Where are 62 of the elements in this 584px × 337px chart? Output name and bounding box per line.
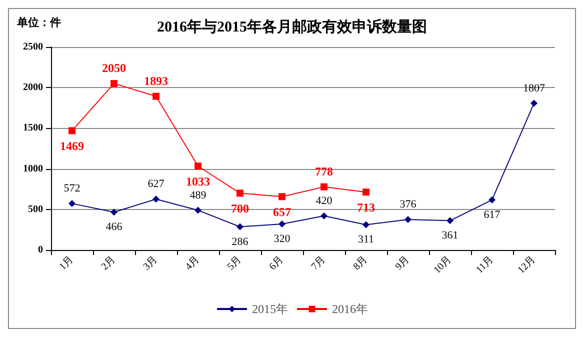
x-tick-label: 6月: [268, 254, 286, 272]
point: [152, 92, 160, 100]
legend-label: 2016年: [332, 302, 368, 316]
x-tick-label: 7月: [310, 254, 328, 272]
y-tick-label: 1000: [23, 163, 43, 174]
data-label: 320: [274, 233, 291, 246]
point: [278, 220, 286, 228]
point: [320, 183, 328, 190]
point: [362, 221, 370, 228]
x-tick-label: 12月: [516, 254, 538, 276]
point: [194, 206, 202, 214]
data-label: 617: [484, 208, 501, 221]
point: [404, 216, 412, 223]
point: [110, 208, 118, 216]
data-label: 1033: [186, 174, 210, 189]
point: [362, 188, 370, 196]
y-tick-label: 1500: [23, 122, 43, 134]
data-label: 286: [232, 236, 249, 248]
data-label: 466: [106, 221, 123, 234]
point: [278, 193, 286, 200]
point: [488, 196, 496, 204]
point: [68, 200, 76, 208]
x-tick-label: 8月: [352, 254, 370, 272]
point: [236, 223, 244, 230]
legend-label: 2015年: [252, 302, 288, 316]
data-label: 311: [358, 234, 374, 246]
text: 单位：件: [16, 16, 61, 29]
data-label: 1893: [144, 74, 168, 88]
x-tick-label: 2月: [100, 254, 118, 272]
x-tick-label: 9月: [394, 254, 412, 272]
point: [320, 212, 328, 220]
y-tick-label: 2500: [23, 42, 43, 52]
data-label: 713: [357, 200, 375, 215]
x-tick-label: 10月: [432, 254, 454, 276]
point: [194, 162, 202, 170]
data-label: 627: [148, 178, 165, 190]
point: [110, 80, 118, 88]
point: [530, 100, 538, 107]
point: [68, 127, 76, 134]
data-label: 700: [231, 202, 249, 216]
data-label: 1469: [60, 139, 84, 154]
data-label: 420: [316, 194, 333, 207]
point: [446, 217, 454, 224]
y-tick-label: 0: [38, 244, 43, 256]
data-label: 657: [273, 205, 291, 220]
data-label: 778: [315, 164, 333, 178]
x-tick-label: 4月: [184, 254, 202, 272]
data-label: 2050: [102, 61, 126, 76]
x-tick-label: 3月: [142, 254, 160, 272]
y-tick-label: 2000: [23, 82, 43, 94]
point: [152, 196, 160, 203]
x-tick-label: 1月: [58, 254, 76, 272]
data-label: 489: [190, 189, 207, 202]
y-tick-label: 500: [28, 204, 43, 215]
point: [236, 190, 244, 197]
x-tick-label: 11月: [474, 254, 496, 276]
data-label: 376: [400, 198, 417, 210]
data-label: 361: [442, 230, 458, 242]
data-label: 572: [64, 182, 80, 195]
x-tick-label: 5月: [226, 254, 244, 272]
data-label: 1807: [523, 82, 546, 94]
chart-title: 2016年与2015年各月邮政有效申诉数量图: [157, 18, 427, 36]
